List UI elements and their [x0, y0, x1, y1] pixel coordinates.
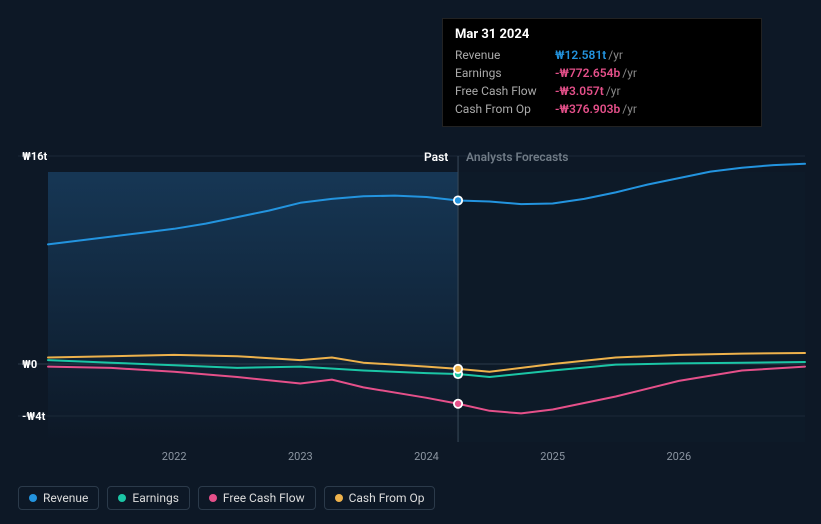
legend-label: Free Cash Flow [223, 491, 305, 505]
tooltip-row-value: -₩3.057t [555, 82, 604, 100]
legend-label: Cash From Op [349, 491, 425, 505]
x-axis-tick: 2023 [288, 450, 313, 463]
legend-item-earnings[interactable]: Earnings [107, 486, 190, 510]
tooltip-row: Revenue₩12.581t /yr [455, 46, 749, 64]
x-axis-tick: 2026 [666, 450, 691, 463]
legend-item-revenue[interactable]: Revenue [18, 486, 99, 510]
legend-dot [118, 494, 126, 502]
x-axis-tick: 2022 [162, 450, 187, 463]
tooltip-row: Cash From Op-₩376.903b /yr [455, 100, 749, 118]
tooltip-row-unit: /yr [606, 82, 621, 100]
x-axis-tick: 2024 [414, 450, 439, 463]
tooltip-row: Earnings-₩772.654b /yr [455, 64, 749, 82]
forecast-label: Analysts Forecasts [466, 150, 568, 164]
past-label: Past [424, 150, 448, 164]
chart-legend: Revenue Earnings Free Cash Flow Cash From O… [18, 486, 435, 510]
tooltip-row-label: Free Cash Flow [455, 82, 555, 100]
tooltip-row-label: Cash From Op [455, 100, 555, 118]
legend-dot [209, 494, 217, 502]
tooltip-row-label: Earnings [455, 64, 555, 82]
y-axis-tick: -₩4t [22, 410, 46, 423]
tooltip-row-unit: /yr [622, 64, 637, 82]
legend-dot [335, 494, 343, 502]
tooltip-row-unit: /yr [622, 100, 637, 118]
tooltip-row-value: ₩12.581t [555, 46, 606, 64]
tooltip-row-label: Revenue [455, 46, 555, 64]
tooltip-row-value: -₩772.654b [555, 64, 620, 82]
legend-dot [29, 494, 37, 502]
y-axis-tick: ₩0 [22, 358, 37, 371]
financial-chart: -₩4t ₩0 ₩16t 2022 2023 2024 2025 2026 Past Anal… [0, 0, 821, 524]
legend-item-free-cash-flow[interactable]: Free Cash Flow [198, 486, 316, 510]
tooltip-row-unit: /yr [608, 46, 623, 64]
tooltip-title: Mar 31 2024 [455, 27, 749, 42]
legend-label: Revenue [43, 491, 88, 505]
legend-label: Earnings [132, 491, 179, 505]
y-axis-tick: ₩16t [22, 150, 48, 163]
tooltip-row: Free Cash Flow-₩3.057t /yr [455, 82, 749, 100]
legend-item-cash-from-op[interactable]: Cash From Op [324, 486, 436, 510]
tooltip-row-value: -₩376.903b [555, 100, 620, 118]
chart-tooltip: Mar 31 2024 Revenue₩12.581t /yrEarnings-… [442, 18, 762, 127]
x-axis-tick: 2025 [540, 450, 565, 463]
